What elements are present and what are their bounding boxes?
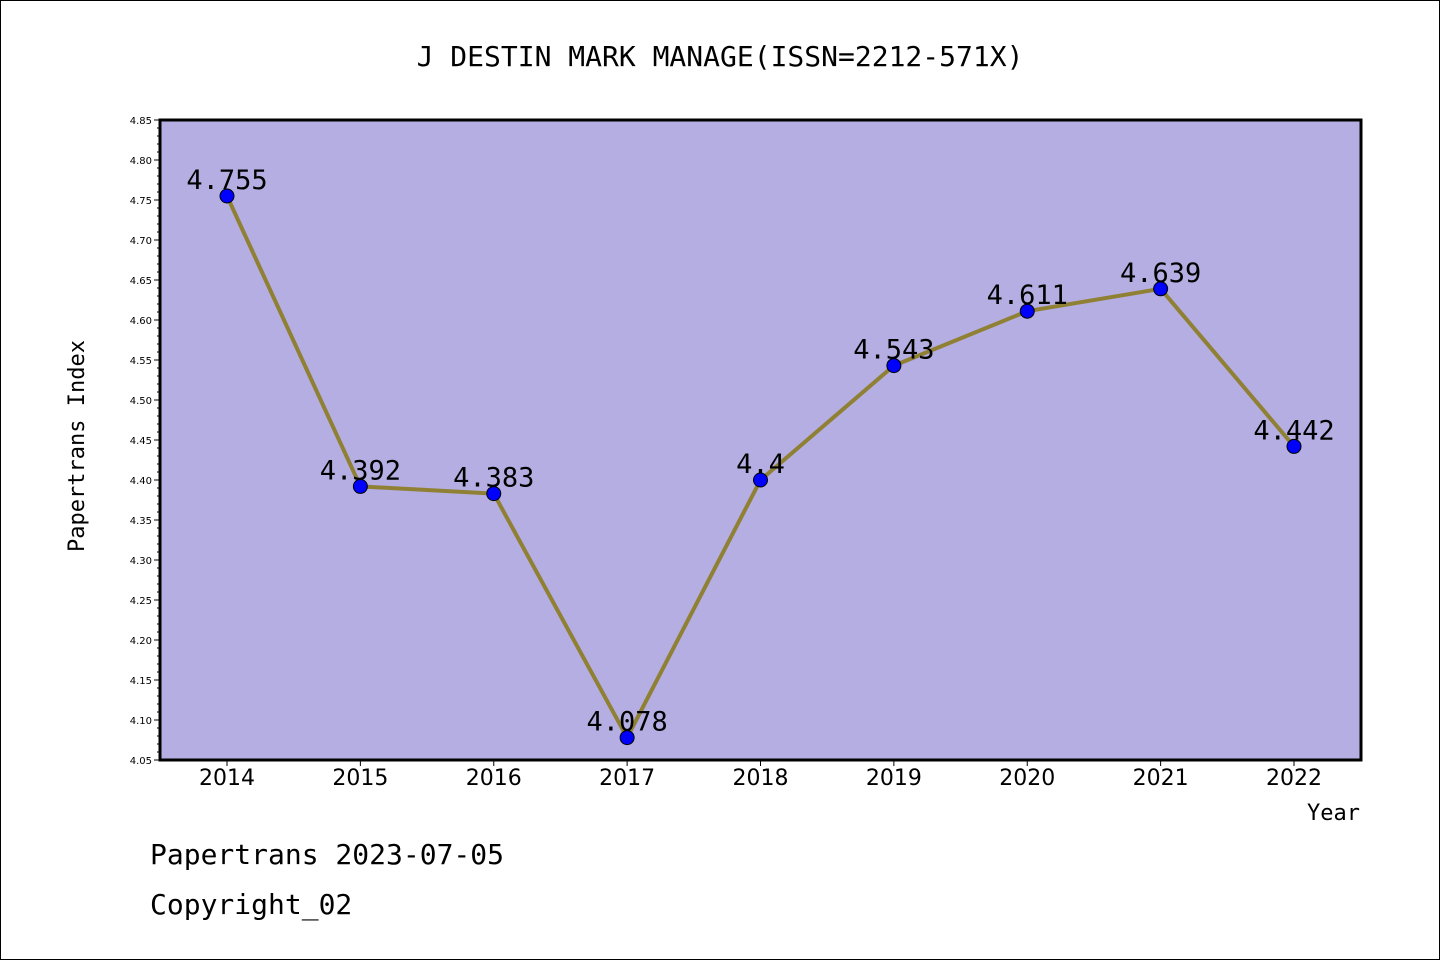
y-tick-label: 4.30 <box>130 556 152 567</box>
y-tick-label: 4.55 <box>130 356 152 367</box>
y-tick-label: 4.20 <box>130 636 152 647</box>
y-tick-label: 4.05 <box>130 756 152 767</box>
footer-date: Papertrans 2023-07-05 <box>150 838 504 871</box>
data-label: 4.639 <box>1120 258 1201 289</box>
y-tick-label: 4.40 <box>130 476 152 487</box>
y-axis-label: Papertrans Index <box>65 340 90 552</box>
data-label: 4.755 <box>186 165 267 196</box>
data-point <box>619 730 635 746</box>
data-label: 4.392 <box>320 455 401 486</box>
x-axis: 2014 2015 2016 2017 2018 2019 2020 2021 2022 <box>199 760 1322 791</box>
data-point <box>352 478 368 494</box>
data-point <box>1153 281 1169 297</box>
data-point <box>486 486 502 502</box>
footer-copyright: Copyright_02 <box>150 888 352 922</box>
data-label: 4.383 <box>453 463 534 494</box>
x-tick-label: 2014 <box>199 766 255 791</box>
y-tick-label: 4.80 <box>130 156 152 167</box>
data-label: 4.078 <box>586 707 667 738</box>
x-axis-label: Year <box>1307 801 1360 826</box>
y-tick-label: 4.70 <box>130 236 152 247</box>
x-tick-label: 2016 <box>466 766 522 791</box>
x-tick-label: 2018 <box>733 766 789 791</box>
y-tick-label: 4.35 <box>130 516 152 527</box>
data-point <box>753 472 768 488</box>
y-tick-label: 4.75 <box>130 196 152 207</box>
y-tick-label: 4.85 <box>130 116 152 127</box>
y-tick-label: 4.60 <box>130 316 152 327</box>
y-tick-label: 4.65 <box>130 276 152 287</box>
data-label: 4.442 <box>1253 415 1334 446</box>
y-tick-label: 4.15 <box>130 676 152 687</box>
data-markers <box>219 188 1302 746</box>
y-axis: 4.05 4.10 4.15 4.20 4.25 4.30 4.35 4.40 4.45 4.50… <box>130 116 160 767</box>
data-point <box>219 188 235 204</box>
plot-area <box>158 118 1363 762</box>
y-tick-label: 4.50 <box>130 396 152 407</box>
x-tick-label: 2022 <box>1266 766 1322 791</box>
y-tick-label: 4.10 <box>130 716 152 727</box>
data-labels: 4.755 4.392 4.383 4.078 4.4 4.543 4.611 4.639 4.… <box>186 165 1334 738</box>
x-tick-label: 2017 <box>599 766 655 791</box>
data-point <box>1286 438 1302 454</box>
chart-title: J DESTIN MARK MANAGE(ISSN=2212-571X) <box>417 40 1024 73</box>
x-tick-label: 2020 <box>999 766 1055 791</box>
y-tick-label: 4.45 <box>130 436 152 447</box>
x-tick-label: 2021 <box>1133 766 1189 791</box>
data-label: 4.611 <box>987 280 1068 311</box>
data-point <box>886 358 902 374</box>
x-tick-label: 2015 <box>332 766 388 791</box>
data-point <box>1019 303 1035 319</box>
y-tick-label: 4.25 <box>130 596 152 607</box>
data-label: 4.4 <box>736 449 785 480</box>
x-tick-label: 2019 <box>866 766 922 791</box>
data-label: 4.543 <box>853 335 934 366</box>
